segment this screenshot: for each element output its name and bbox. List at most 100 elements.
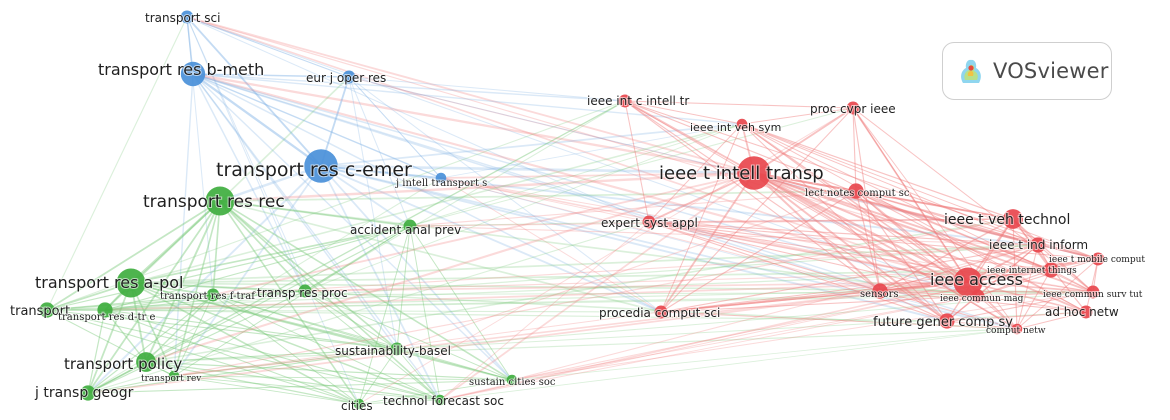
node-n36[interactable] — [939, 313, 955, 329]
edge-n34-n36 — [946, 311, 1087, 322]
edge-n15-n20 — [87, 100, 626, 394]
edge-n14-n35 — [173, 311, 662, 377]
edge-n2-n14 — [173, 73, 194, 377]
edge-n9-n15 — [87, 294, 214, 394]
edge-n7-n17 — [409, 225, 513, 381]
node-n1[interactable] — [180, 10, 194, 24]
edge-n27-n28 — [1037, 244, 1099, 260]
edge-n23-n25 — [648, 172, 755, 223]
edge-n7-n8 — [130, 225, 411, 284]
node-n35[interactable] — [654, 305, 668, 319]
edge-n22-n34 — [741, 123, 1087, 313]
node-label-n5: j intell transport s — [395, 178, 487, 189]
edge-n28-n32 — [977, 258, 1099, 297]
node-n17[interactable] — [506, 374, 518, 386]
edge-n6-n35 — [219, 200, 662, 313]
edge-n21-n32 — [852, 107, 979, 297]
edge-n6-n32 — [219, 200, 979, 297]
edge-n11-n19 — [46, 309, 441, 401]
edge-n1-n30 — [186, 16, 969, 283]
node-label-n26: ieee t veh technol — [944, 212, 1070, 228]
edge-n7-n26 — [409, 218, 1014, 227]
edge-n25-n33 — [648, 221, 1094, 293]
node-n5[interactable] — [435, 172, 447, 184]
node-n24[interactable] — [848, 183, 864, 199]
edge-n26-n33 — [1012, 218, 1094, 293]
edge-n3-n5 — [348, 76, 442, 179]
node-n34[interactable] — [1079, 305, 1093, 319]
edge-n8-n15 — [87, 282, 132, 394]
node-n7[interactable] — [403, 219, 417, 233]
edge-n14-n17 — [173, 375, 513, 381]
edge-n22-n35 — [660, 123, 743, 313]
node-n28[interactable] — [1091, 252, 1105, 266]
edge-n11-n20 — [46, 100, 626, 311]
edge-n2-n17 — [192, 73, 513, 381]
node-n32[interactable] — [971, 289, 985, 303]
edge-n7-n27 — [409, 225, 1039, 246]
node-n37[interactable] — [1011, 323, 1023, 335]
node-n19[interactable] — [434, 394, 446, 406]
edge-n13-n23 — [145, 171, 755, 364]
edge-n17-n18 — [358, 379, 513, 405]
node-n15[interactable] — [80, 385, 96, 401]
edge-n13-n20 — [145, 100, 626, 363]
node-n11[interactable] — [39, 302, 55, 318]
edge-n20-n28 — [624, 100, 1099, 260]
node-n21[interactable] — [846, 101, 860, 115]
node-n26[interactable] — [1003, 209, 1023, 229]
edge-n7-n18 — [358, 225, 411, 405]
edge-n8-n19 — [130, 282, 441, 401]
edge-n1-n25 — [186, 16, 650, 223]
node-n27[interactable] — [1030, 237, 1046, 253]
node-n8[interactable] — [116, 268, 146, 298]
node-n13[interactable] — [136, 352, 156, 372]
edge-n7-n11 — [46, 225, 411, 311]
vosviewer-logo-text: VOSviewer — [993, 59, 1109, 83]
node-label-n31: sensors — [860, 289, 899, 300]
node-n3[interactable] — [342, 70, 356, 84]
node-label-n35: procedia comput sci — [599, 306, 720, 320]
edge-n23-n33 — [753, 172, 1094, 293]
node-n10[interactable] — [298, 284, 312, 298]
edge-n6-n23 — [219, 171, 755, 203]
node-n20[interactable] — [618, 94, 632, 108]
node-n14[interactable] — [168, 370, 180, 382]
edge-n7-n14 — [173, 225, 411, 377]
edge-n28-n30 — [967, 258, 1099, 283]
node-n25[interactable] — [642, 215, 656, 229]
edge-n23-n30 — [753, 171, 969, 284]
node-n29[interactable] — [1043, 262, 1059, 278]
edge-n24-n27 — [855, 190, 1039, 246]
node-n22[interactable] — [736, 118, 748, 130]
edge-n12-n27 — [104, 244, 1039, 311]
node-n12[interactable] — [97, 302, 113, 318]
node-label-n25: expert syst appl — [601, 216, 698, 230]
node-layer — [39, 10, 1105, 410]
node-n33[interactable] — [1086, 285, 1100, 299]
node-n31[interactable] — [872, 283, 888, 299]
edge-n3-n20 — [348, 76, 626, 102]
node-n16[interactable] — [390, 342, 404, 356]
node-n23[interactable] — [737, 156, 771, 190]
edge-n12-n30 — [104, 281, 969, 311]
node-n18[interactable] — [353, 398, 365, 410]
node-n4[interactable] — [304, 149, 338, 183]
node-n6[interactable] — [205, 186, 235, 216]
node-n2[interactable] — [180, 61, 206, 87]
edge-n4-n37 — [320, 165, 1018, 330]
node-label-n10: transp res proc — [257, 286, 348, 300]
edge-n16-n19 — [396, 348, 441, 401]
edge-n2-n16 — [192, 73, 398, 350]
edge-n7-n16 — [396, 225, 411, 350]
edge-n3-n6 — [219, 76, 350, 202]
edge-n7-n22 — [409, 123, 743, 227]
node-label-n22: ieee int veh sym — [690, 121, 781, 134]
edge-n20-n36 — [624, 100, 948, 322]
edge-n18-n21 — [358, 107, 854, 405]
node-n9[interactable] — [206, 288, 220, 302]
edge-n8-n14 — [130, 282, 175, 377]
edge-n10-n19 — [304, 290, 441, 401]
node-n30[interactable] — [953, 267, 983, 297]
edge-n28-n31 — [879, 258, 1099, 292]
